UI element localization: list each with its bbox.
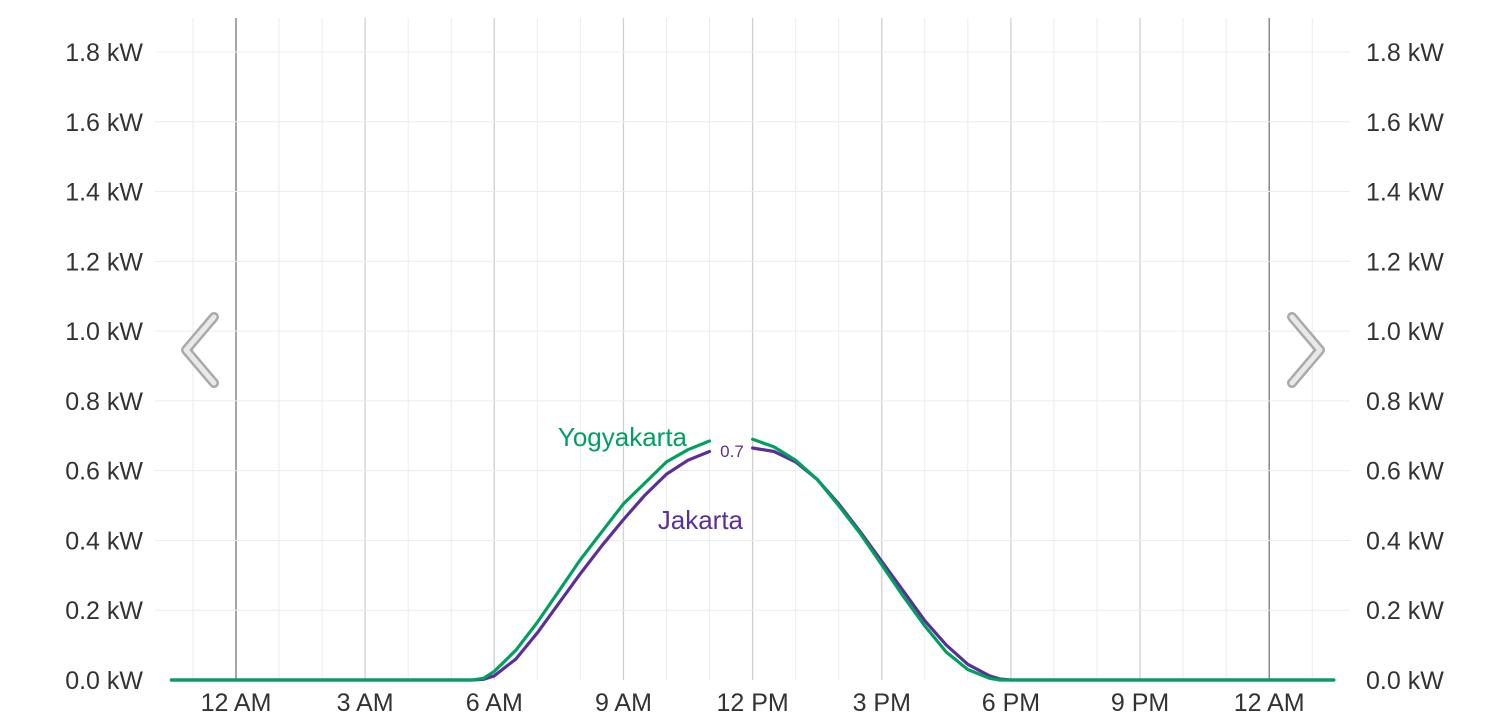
x-tick-label: 9 AM (595, 689, 652, 717)
x-tick-label: 12 AM (201, 689, 272, 717)
y-tick-label-right: 1.2 kW (1366, 248, 1444, 276)
y-tick-label-left: 1.0 kW (65, 318, 143, 346)
y-tick-label-left: 1.8 kW (65, 39, 143, 67)
peak-value-label: 0.7 (720, 442, 744, 461)
chevron-right-icon (1287, 312, 1325, 388)
y-tick-label-left: 0.2 kW (65, 597, 143, 625)
y-tick-label-left: 0.4 kW (65, 527, 143, 555)
y-tick-label-right: 0.0 kW (1366, 667, 1444, 695)
series-lines (169, 437, 1336, 682)
y-tick-label-right: 0.2 kW (1366, 597, 1444, 625)
y-axis-ticks: 0.0 kW 0.0 kW 0.2 kW 0.2 kW 0.4 kW 0.4 kW 0.6 … (65, 39, 1444, 695)
y-tick-label-right: 1.8 kW (1366, 39, 1444, 67)
y-tick-label-left: 1.4 kW (65, 179, 143, 207)
annotations: Yogyakarta Jakarta 0.7 (558, 422, 744, 535)
y-tick-label-left: 0.8 kW (65, 388, 143, 416)
x-tick-label: 9 PM (1111, 689, 1169, 717)
y-tick-label-left: 0.6 kW (65, 458, 143, 486)
x-tick-label: 6 PM (982, 689, 1040, 717)
y-tick-label-right: 0.4 kW (1366, 527, 1444, 555)
x-tick-label: 6 AM (466, 689, 523, 717)
x-tick-label: 3 PM (853, 689, 911, 717)
y-tick-label-right: 0.6 kW (1366, 458, 1444, 486)
grid (155, 18, 1350, 680)
y-tick-label-right: 1.0 kW (1366, 318, 1444, 346)
y-tick-label-left: 0.0 kW (65, 667, 143, 695)
chevron-left-icon (181, 312, 219, 388)
y-tick-label-left: 1.2 kW (65, 248, 143, 276)
y-tick-label-right: 1.6 kW (1366, 109, 1444, 137)
y-tick-label-right: 1.4 kW (1366, 179, 1444, 207)
y-tick-label-right: 0.8 kW (1366, 388, 1444, 416)
series-line-yogyakarta (169, 437, 1336, 682)
x-tick-label: 3 AM (337, 689, 394, 717)
previous-day-button[interactable] (174, 305, 234, 395)
next-day-button[interactable] (1272, 305, 1332, 395)
x-tick-label: 12 PM (716, 689, 788, 717)
series-label-yogyakarta: Yogyakarta (558, 422, 688, 452)
x-tick-label: 12 AM (1234, 689, 1305, 717)
x-axis-ticks: 12 AM 3 AM 6 AM 9 AM 12 PM 3 PM 6 PM 9 PM 12 AM (201, 689, 1305, 717)
y-tick-label-left: 1.6 kW (65, 109, 143, 137)
series-label-jakarta: Jakarta (658, 505, 744, 535)
